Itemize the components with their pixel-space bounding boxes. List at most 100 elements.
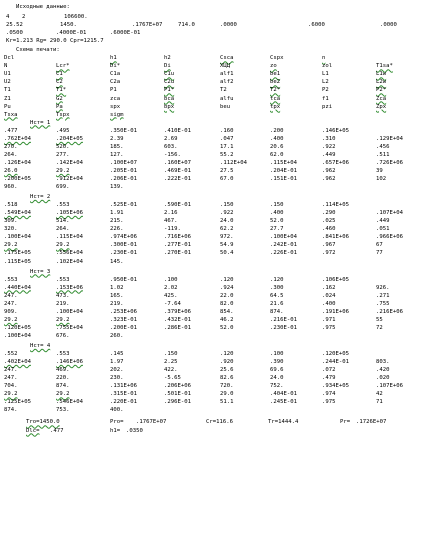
stage-value: .657E+06 — [322, 159, 349, 166]
stage-value: .971 — [322, 316, 336, 323]
stage-value: .525E-01 — [110, 202, 137, 209]
stage-value: .270E-01 — [164, 250, 191, 257]
stage-value: .114E+05 — [322, 202, 349, 209]
scheme-label: N — [4, 63, 8, 70]
stage-value: 29.2 — [56, 167, 70, 174]
scheme-label: be2 — [270, 79, 281, 86]
initial-data-value: .6000E-01 — [110, 30, 141, 37]
stage-value: .975 — [322, 399, 336, 406]
stage-value: .150 — [220, 202, 234, 209]
scheme-label: pzi — [322, 103, 333, 110]
stage-value: .115E+04 — [56, 234, 83, 241]
stage-value: 24.0 — [270, 375, 284, 382]
stage-value: .216E-01 — [270, 316, 297, 323]
stage-row: 247. 469. 202. 422. 25.6 69.6 .072 .420 — [0, 366, 435, 374]
scheme-label: C1 — [56, 71, 63, 78]
stage-label: Нст= 1 — [0, 119, 435, 127]
stage-value: .120E+05 — [4, 324, 31, 331]
stage-value: .841E+06 — [322, 234, 349, 241]
stage-value: 226. — [110, 226, 124, 233]
scheme-label: Di* — [110, 63, 121, 70]
scheme-label: h2 — [164, 55, 171, 62]
stage-value: 72 — [376, 324, 383, 331]
stage-value: .120 — [220, 276, 234, 283]
scheme-label: beu — [220, 103, 231, 110]
summary-value: Dlc= — [26, 427, 40, 434]
stage-row: .440E+04 .153E+06 1.02 2.02 .924 .300 .162 926. — [0, 284, 435, 292]
stage-value: .402E+04 — [4, 359, 31, 366]
stage-value: .950E-01 — [110, 276, 137, 283]
stage-value: 52.0 — [270, 218, 284, 225]
stage-value: .112E+04 — [220, 159, 247, 166]
stage-row: .126E+04 .142E+04 .100E+07 .160E+07 .112E+04… — [0, 159, 435, 167]
stage-row: 874. 753. 400. — [0, 406, 435, 414]
stage-value: .072 — [322, 367, 336, 374]
stage-value: .175E+05 — [4, 250, 31, 257]
stage-value: .762E+04 — [4, 135, 31, 142]
initial-data-value: 106600. — [64, 14, 88, 20]
stage-value: .271 — [376, 292, 390, 299]
scheme-label: bca — [164, 95, 175, 102]
stage-value: 2.02 — [164, 284, 178, 291]
scheme-label: Cspx — [270, 55, 284, 62]
stage-row: .477 .495 .350E-01 .410E-01 .160 .200 .146E+05 — [0, 127, 435, 135]
scheme-label: Dcl — [4, 55, 15, 62]
stage-row: .518 .553 .525E-01 .590E-01 .150 .150 .114E+05 — [0, 201, 435, 209]
stage-value: .962 — [322, 167, 336, 174]
stage-value: .100E+04 — [56, 308, 83, 315]
stage-value: .206E+06 — [164, 383, 191, 390]
stage-label: Нст= 2 — [0, 193, 435, 201]
stage-value: 264. — [56, 226, 70, 233]
stage-value: 82.6 — [220, 375, 234, 382]
scheme-label: Csca — [220, 55, 234, 62]
stage-value: 29.2 — [4, 391, 18, 398]
scheme-row: Pu Pa spx bpx beu tpx pzi Zpx — [0, 103, 435, 111]
stage-value: .204E+05 — [56, 135, 83, 142]
initial-data-value: .0000 — [220, 22, 237, 29]
scheme-row: U2 C2 C2a C2u alf2 be2 L2 L2w — [0, 78, 435, 86]
stage-value: .153E+06 — [56, 284, 83, 291]
stage-value: 21.6 — [270, 300, 284, 307]
stage-value: 219. — [110, 300, 124, 307]
stage-value: 2.69 — [164, 135, 178, 142]
stage-value: .024 — [322, 292, 336, 299]
stage-value: 874. — [270, 308, 284, 315]
stage-value: .107E+06 — [376, 383, 403, 390]
stage-value: .501E-01 — [164, 391, 191, 398]
summary-value: h1= — [110, 427, 121, 434]
stage-number: Нст= 1 — [30, 119, 51, 126]
scheme-label: zca — [110, 95, 121, 102]
stage-value: 26.0 — [4, 167, 18, 174]
stage-row: 704. 874. .131E+06 .206E+06 720. 752. .934E+05… — [0, 382, 435, 390]
stage-value: 77 — [376, 250, 383, 257]
initial-data-value: .0000 — [380, 22, 397, 29]
stage-value: .726E+06 — [376, 159, 403, 166]
stage-value: 64.5 — [270, 292, 284, 299]
stage-value: .220E-01 — [110, 399, 137, 406]
initial-data-value: 1450. — [60, 22, 77, 29]
stage-value: .962 — [322, 176, 336, 182]
stage-row: 960. 699. 139. — [0, 183, 435, 191]
scheme-label: P2* — [376, 87, 387, 94]
stage-value: 720. — [220, 383, 234, 390]
scheme-label: P1 — [110, 87, 117, 94]
stage-value: 473. — [56, 292, 70, 299]
summary-value: Cr=116.6 — [206, 419, 233, 426]
stage-value: 27.7 — [270, 226, 284, 233]
scheme-row: U1 C1 C1a C1u alf1 be1 L1 L1w — [0, 70, 435, 78]
stage-value: 1.91 — [110, 210, 124, 217]
scheme-label: G2 — [56, 95, 63, 102]
stage-value: 400. — [110, 407, 124, 414]
stage-row: .120E+05 .755E+04 .200E-01 .286E-01 52.0 .230… — [0, 324, 435, 332]
stage-value: .205E-01 — [110, 167, 137, 174]
stage-value: .469E-01 — [164, 167, 191, 174]
stage-value: .115E+04 — [270, 159, 297, 166]
stage-value: .553 — [56, 202, 70, 209]
stage-row: .100E+04 .115E+04 .974E+06 .716E+06 972. .100… — [0, 233, 435, 241]
stage-row: 247. 219. 219. -7.64 82.0 21.6 .400 .755 — [0, 300, 435, 308]
stage-value: .590E-01 — [164, 202, 191, 209]
stage-value: 39 — [376, 167, 383, 174]
stage-value: .230E-01 — [110, 250, 137, 257]
scheme-row: Tsxa Tspx sigm — [0, 111, 435, 119]
stage-value: 704. — [4, 383, 18, 390]
